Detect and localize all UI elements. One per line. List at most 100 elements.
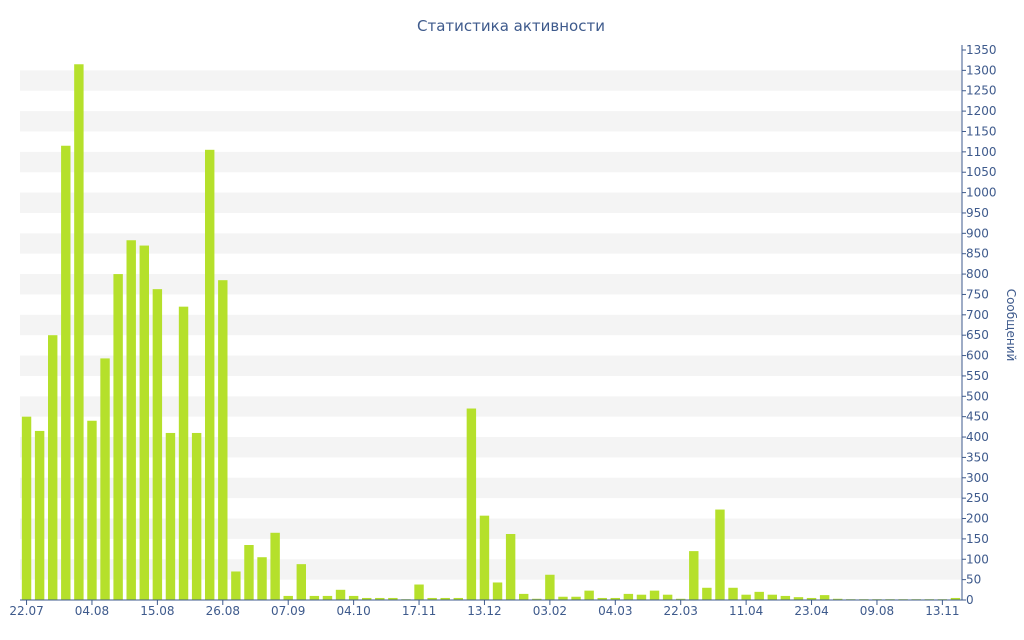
y-tick-label: 1250 (966, 84, 997, 98)
bar (636, 594, 647, 600)
bar (571, 596, 581, 600)
y-tick-label: 0 (966, 593, 974, 607)
bar (348, 595, 359, 600)
bar (375, 597, 385, 600)
bar (466, 408, 477, 600)
grid-band (20, 233, 962, 254)
bar (741, 594, 751, 600)
y-tick-label: 100 (966, 552, 989, 566)
y-tick-label: 1050 (966, 165, 997, 179)
y-tick-label: 700 (966, 308, 989, 322)
bar (388, 597, 398, 600)
y-axis: 0 50 100 150 200 250 300 350 400 450 500 550 600 650 7… (961, 43, 997, 607)
y-tick-label: 550 (966, 369, 989, 383)
bar (754, 591, 764, 600)
x-tick-label: 04.08 (75, 604, 109, 618)
bar (676, 598, 686, 600)
bar (322, 595, 333, 600)
grid-band (20, 151, 962, 173)
x-tick-label: 22.03 (664, 604, 698, 618)
y-tick-label: 1000 (966, 186, 997, 200)
x-tick-label: 23.04 (794, 604, 828, 618)
bar (100, 358, 110, 600)
bar (113, 274, 123, 600)
y-axis-label: Сообщений (1004, 289, 1018, 362)
grid-band (20, 274, 962, 295)
bar (505, 534, 516, 600)
bar (48, 335, 58, 600)
bar (139, 245, 149, 600)
y-tick-label: 1200 (966, 104, 997, 118)
bar (597, 597, 607, 600)
bar (218, 280, 228, 600)
x-tick-label: 22.07 (9, 604, 43, 618)
y-tick-label: 150 (966, 532, 989, 546)
grid-band (20, 477, 962, 499)
grid-band (20, 70, 962, 91)
bar (453, 597, 463, 600)
bar (191, 432, 202, 600)
bar (780, 595, 791, 600)
bar (309, 595, 320, 600)
bar (558, 596, 568, 600)
grid-band (20, 518, 962, 539)
x-tick-label: 17.11 (402, 604, 436, 618)
grid-band (20, 111, 962, 132)
y-tick-label: 350 (966, 450, 989, 464)
bar (296, 564, 306, 600)
x-tick-label: 11.04 (729, 604, 763, 618)
y-tick-label: 200 (966, 512, 989, 526)
bar (283, 595, 293, 600)
bar (793, 597, 804, 600)
grid-band (20, 559, 962, 580)
grid-band (20, 437, 962, 458)
bar (610, 597, 620, 600)
x-tick-label: 13.12 (467, 604, 501, 618)
bar (623, 593, 634, 600)
bar (34, 430, 45, 600)
x-axis: 22.07 04.08 15.08 26.08 07.09 04.10 17.11 13.12… (9, 599, 962, 618)
bar (545, 574, 555, 600)
grid-band (20, 396, 962, 417)
y-tick-label: 600 (966, 349, 989, 363)
bar (270, 532, 280, 600)
y-tick-label: 950 (966, 206, 989, 220)
x-tick-label: 13.11 (925, 604, 959, 618)
y-tick-label: 650 (966, 328, 989, 342)
y-tick-label: 1150 (966, 124, 997, 138)
bar (584, 590, 594, 600)
bar (950, 597, 961, 600)
bar (362, 597, 372, 600)
bar (833, 598, 843, 600)
y-tick-label: 850 (966, 247, 989, 261)
bar (440, 597, 450, 600)
grid-bands (20, 70, 962, 580)
y-tick-label: 500 (966, 389, 989, 403)
bar (165, 432, 176, 600)
bar (492, 582, 503, 600)
y-tick-label: 750 (966, 287, 989, 301)
bar (702, 587, 712, 600)
y-tick-label: 900 (966, 226, 989, 240)
bar (126, 240, 136, 600)
grid-band (20, 314, 962, 336)
chart-title: Статистика активности (417, 17, 605, 35)
y-tick-label: 50 (966, 573, 981, 587)
bar (819, 595, 830, 600)
y-tick-label: 1300 (966, 63, 997, 77)
bar (244, 545, 254, 600)
y-tick-label: 450 (966, 410, 989, 424)
y-tick-label: 300 (966, 471, 989, 485)
bar (689, 551, 699, 600)
bar (152, 289, 163, 600)
bar (74, 64, 84, 600)
bar (205, 149, 215, 600)
bar (806, 597, 817, 600)
bars (21, 64, 961, 601)
bar (257, 557, 267, 600)
y-tick-label: 400 (966, 430, 989, 444)
bar (87, 420, 97, 600)
x-tick-label: 26.08 (206, 604, 240, 618)
bar (715, 509, 725, 600)
